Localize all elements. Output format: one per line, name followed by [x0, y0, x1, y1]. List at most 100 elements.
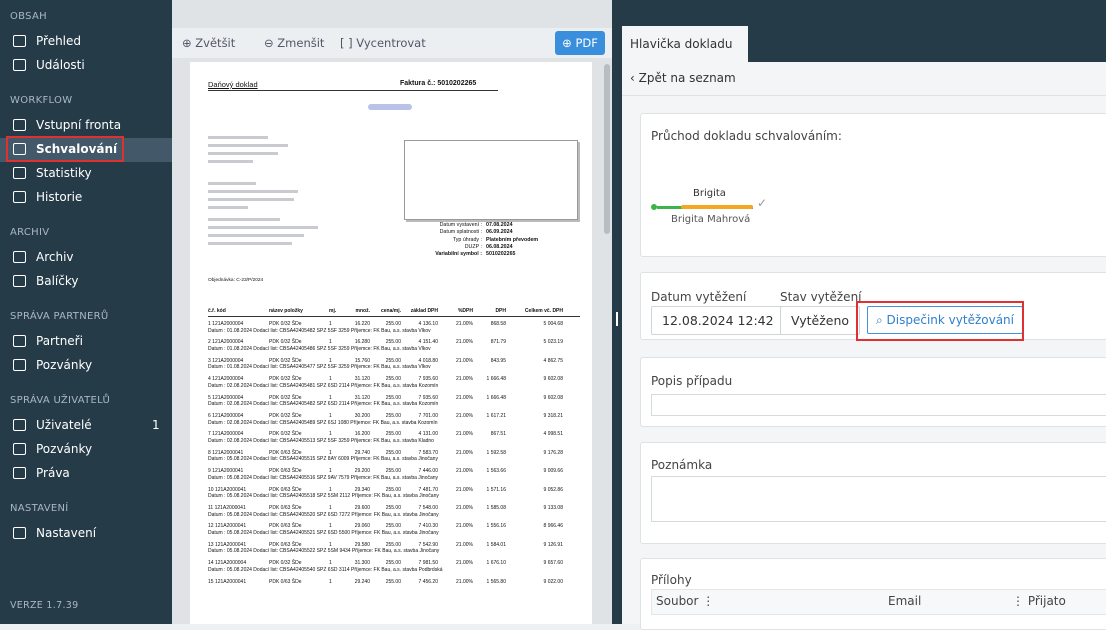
nav-item[interactable]: Pozvánky: [36, 358, 93, 372]
table-cell: 1: [329, 560, 332, 567]
table-cell: 1 584.01: [486, 541, 506, 548]
center-button[interactable]: [ ] Vycentrovat: [340, 36, 426, 50]
column-header: název položky: [269, 308, 303, 314]
table-cell: 1 571.16: [486, 486, 506, 493]
column-header: cena/mj.: [380, 308, 401, 314]
column-label[interactable]: Přijato: [1027, 594, 1066, 608]
nav-item[interactable]: Archiv: [36, 250, 74, 264]
approval-person: Brigita Mahrová: [671, 214, 751, 225]
table-cell: 29.740: [354, 449, 370, 456]
nav-item[interactable]: Práva: [36, 466, 70, 480]
nav-icon[interactable]: [13, 167, 26, 179]
table-cell: 9 009.66: [543, 468, 563, 475]
tab[interactable]: Hlavička dokladu: [622, 26, 748, 62]
row-note: Datum : 05.08.2024 Dodací list: CBSA4240…: [208, 566, 443, 573]
nav-icon[interactable]: [13, 419, 26, 431]
nav-icon[interactable]: [13, 119, 26, 131]
nav-item[interactable]: Balíčky: [36, 274, 79, 288]
blurred-text: [208, 136, 268, 139]
table-cell: 31.120: [354, 394, 370, 401]
table-cell: 11 121A2000041: [208, 505, 246, 511]
table-cell: 7 935.60: [418, 376, 438, 383]
blurred-text: [208, 206, 248, 209]
table-cell: 3 121A2000004: [208, 357, 244, 364]
table-cell: 21.00%: [456, 578, 473, 585]
table-cell: 31.300: [354, 560, 370, 567]
nav-icon[interactable]: [13, 467, 26, 479]
nav-item[interactable]: Schvalování: [36, 142, 118, 156]
table-cell: PDK 0/63 ŠDe: [269, 541, 302, 548]
pdf-button[interactable]: ⊕ PDF: [555, 31, 605, 55]
table-rule: [208, 316, 580, 317]
detail-value: Platebním převodem: [486, 236, 539, 243]
column-header: Celkem vč. DPH: [524, 308, 563, 314]
table-cell: 8 121A2000041: [208, 449, 244, 456]
nav-item[interactable]: Vstupní fronta: [36, 118, 122, 132]
nav-icon[interactable]: [13, 335, 26, 347]
table-cell: 2 121A2000004: [208, 339, 244, 346]
detail-value: 06.08.2024: [486, 243, 513, 250]
highlight-box: [856, 301, 1024, 341]
back-link[interactable]: ‹ Zpět na seznam: [630, 71, 736, 85]
table-cell: 843.95: [490, 357, 506, 364]
divider: [622, 95, 1106, 96]
table-cell: 1: [329, 468, 332, 475]
table-cell: 255.00: [385, 541, 401, 548]
center-label[interactable]: Vycentrovat: [356, 36, 426, 50]
nav-icon[interactable]: [13, 35, 26, 47]
section-title: SPRÁVA UŽIVATELŮ: [10, 395, 111, 406]
nav-icon[interactable]: [13, 527, 26, 539]
table-cell: 255.00: [385, 578, 401, 585]
table-cell: PDK 0/63 ŠDe: [269, 449, 302, 456]
doc-invoice: Faktura č.: 5010202265: [400, 80, 477, 87]
column-header[interactable]: Email: [888, 594, 922, 608]
dispatch-label[interactable]: Dispečink vytěžování: [886, 313, 1014, 327]
dispatch-button[interactable]: ⌕ Dispečink vytěžování: [867, 306, 1023, 334]
nav-item[interactable]: Nastavení: [36, 526, 97, 540]
table-cell: 255.00: [385, 357, 401, 364]
nav-item[interactable]: Události: [36, 58, 85, 72]
detail-label: Variabilní symbol :: [435, 251, 482, 258]
table-cell: 29.600: [354, 505, 370, 511]
nav-item[interactable]: Partneři: [36, 334, 83, 348]
table-cell: 21.00%: [456, 505, 473, 511]
nav-icon[interactable]: [13, 251, 26, 263]
nav-icon[interactable]: [13, 275, 26, 287]
attachments-header: Soubor ⋮ Email ⋮ Přijato: [651, 589, 1106, 615]
scrollbar: [604, 64, 610, 234]
nav-icon[interactable]: [13, 359, 26, 371]
table-cell: 1: [329, 578, 332, 585]
zoom-in-button[interactable]: ⊕ Zvětšit: [182, 36, 236, 50]
nav-item[interactable]: Přehled: [36, 34, 82, 48]
nav-item[interactable]: Pozvánky: [36, 442, 93, 456]
column-header[interactable]: Soubor ⋮: [656, 594, 715, 608]
column-label[interactable]: Soubor: [656, 594, 699, 608]
table-cell: 1 565.80: [486, 578, 506, 585]
nav-item[interactable]: Statistiky: [36, 166, 92, 180]
table-cell: 5 121A2000004: [208, 394, 244, 401]
nav-item[interactable]: Uživatelé: [36, 418, 92, 432]
column-header[interactable]: ⋮ Přijato: [1012, 594, 1066, 608]
table-cell: 10 121A2000041: [208, 486, 247, 493]
table-cell: 7 935.60: [418, 394, 438, 401]
table-cell: 4 121A2000004: [208, 376, 244, 383]
back-label[interactable]: Zpět na seznam: [638, 71, 736, 85]
splitter-handle[interactable]: [616, 312, 618, 326]
column-header: %DPH: [457, 308, 473, 314]
table-cell: 9 176.28: [543, 449, 563, 456]
zoom-in-label[interactable]: Zvětšit: [195, 36, 236, 50]
pdf-label[interactable]: PDF: [575, 36, 598, 50]
table-cell: 29.200: [354, 468, 370, 475]
description-input[interactable]: [651, 394, 1106, 416]
nav-icon[interactable]: [13, 59, 26, 71]
nav-icon[interactable]: [13, 443, 26, 455]
blurred-text: [208, 234, 304, 237]
nav-item[interactable]: Historie: [36, 190, 83, 204]
table-cell: 4 862.75: [543, 357, 563, 364]
zoom-out-label[interactable]: Zmenšit: [277, 36, 325, 50]
nav-icon[interactable]: [13, 143, 26, 155]
note-input[interactable]: [651, 476, 1106, 522]
zoom-out-button[interactable]: ⊖ Zmenšit: [264, 36, 325, 50]
nav-icon[interactable]: [13, 191, 26, 203]
splitter[interactable]: [612, 0, 622, 624]
